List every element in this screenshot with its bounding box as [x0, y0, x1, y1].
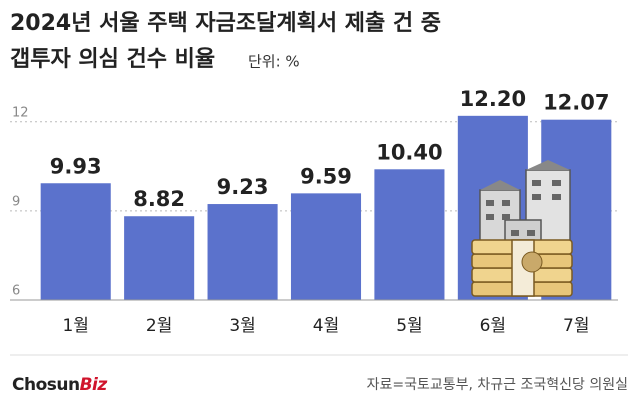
- value-label: 9.59: [300, 164, 352, 188]
- bar: [290, 193, 362, 300]
- x-tick-label: 2월: [146, 316, 172, 336]
- bar: [374, 169, 445, 300]
- value-label: 10.40: [376, 140, 442, 164]
- value-label: 9.93: [50, 154, 102, 178]
- chart-title: 2024년 서울 주택 자금조달계획서 제출 건 중: [10, 11, 441, 36]
- value-label: 12.07: [543, 91, 609, 115]
- value-label: 12.20: [460, 87, 526, 111]
- logo: ChosunBiz: [12, 375, 107, 395]
- plot-area: 6 9 12 1월 9.93 2월 8.82 3월 9.23 4월 9.59 5월 10.40 6월 12.…: [10, 87, 618, 336]
- y-tick-label: 12: [12, 105, 29, 120]
- logo-accent: Biz: [80, 375, 108, 395]
- value-label: 9.23: [217, 175, 269, 199]
- x-tick-label: 7월: [563, 316, 589, 336]
- x-tick-label: 5월: [396, 316, 422, 336]
- value-label: 8.82: [133, 187, 185, 211]
- x-tick-label: 6월: [480, 316, 506, 336]
- x-tick-label: 4월: [313, 316, 339, 336]
- x-tick-label: 1월: [62, 316, 88, 336]
- y-tick-label: 9: [12, 194, 20, 209]
- source: 자료=국토교통부, 차규근 조국혁신당 의원실: [367, 377, 628, 393]
- logo-main: Chosun: [12, 375, 80, 395]
- y-tick-label: 6: [12, 284, 20, 299]
- bar: [40, 183, 111, 300]
- bar: [124, 216, 195, 300]
- x-tick-label: 3월: [229, 316, 255, 336]
- chart-title: 갭투자 의심 건수 비율: [10, 47, 215, 72]
- illustration: [471, 160, 573, 297]
- chart-subtitle: 단위: %: [248, 53, 300, 71]
- bar: [207, 204, 278, 300]
